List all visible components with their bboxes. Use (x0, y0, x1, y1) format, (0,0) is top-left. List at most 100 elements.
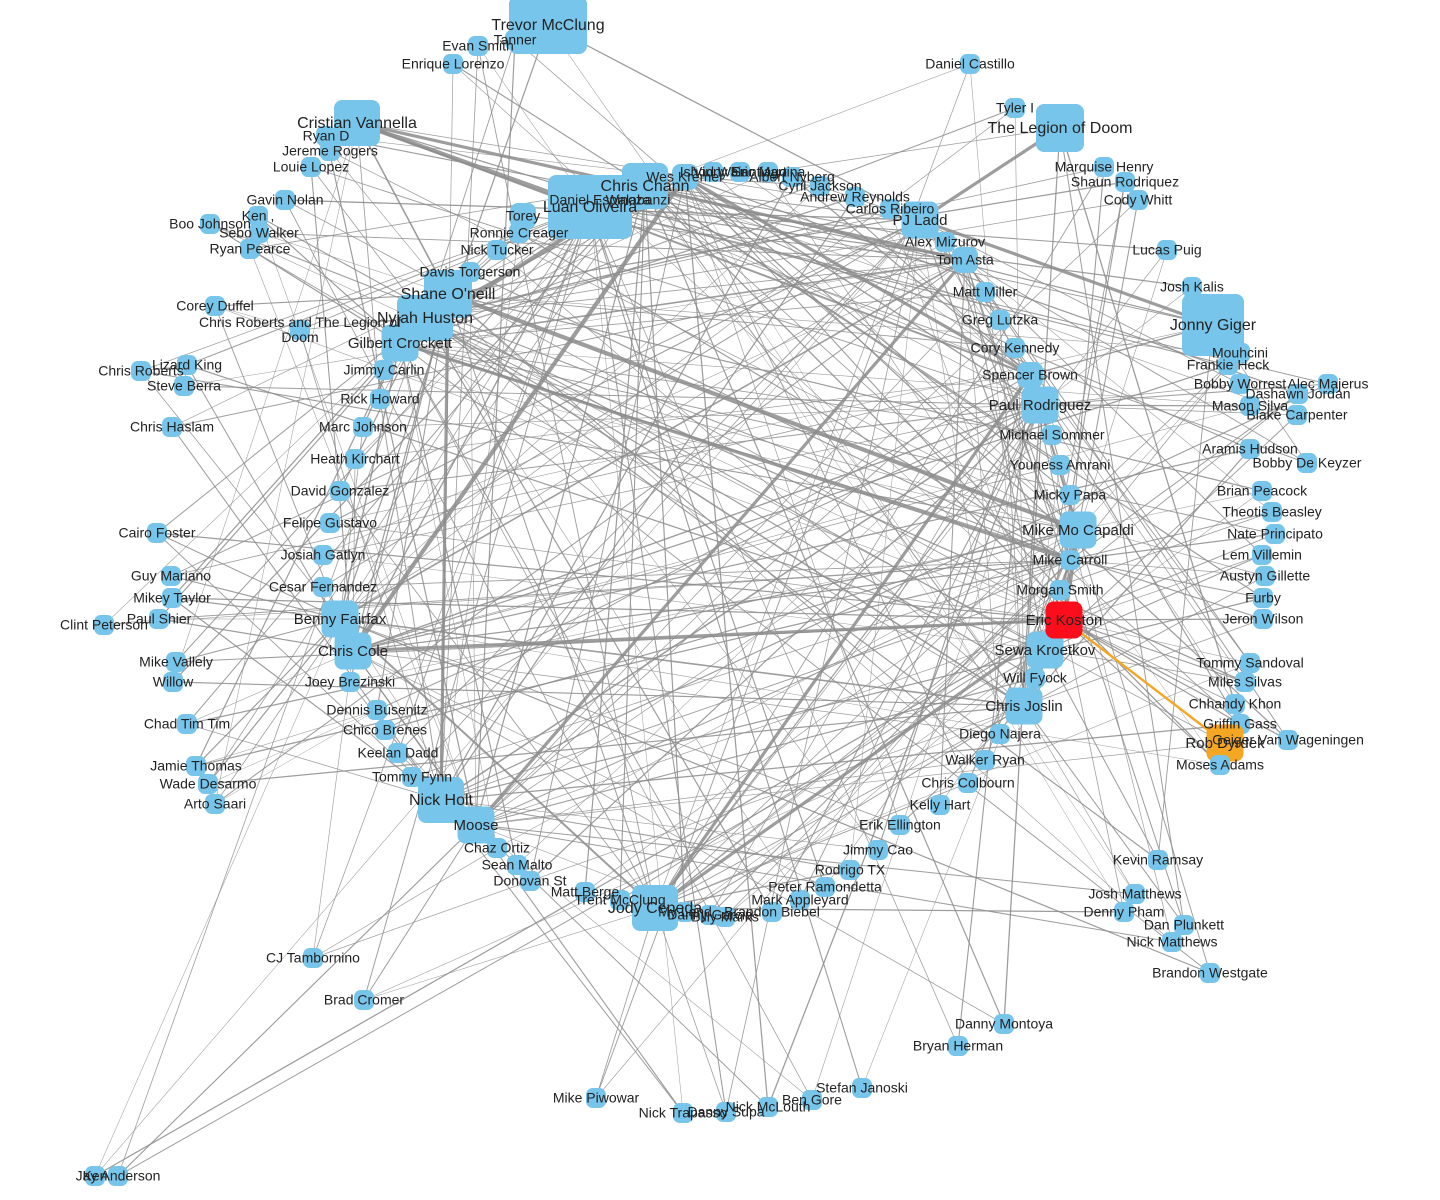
svg-text:Wade Desarmo: Wade Desarmo (160, 776, 257, 792)
svg-text:Miles Silvas: Miles Silvas (1208, 674, 1282, 690)
svg-text:Chris Roberts and The Legion o: Chris Roberts and The Legion of (199, 314, 401, 330)
svg-text:Sewa Kroetkov: Sewa Kroetkov (995, 642, 1096, 659)
svg-text:Jeron Wilson: Jeron Wilson (1223, 611, 1304, 627)
svg-text:Evan Smith: Evan Smith (442, 38, 514, 54)
svg-text:Shane O'neill: Shane O'neill (401, 286, 496, 303)
svg-text:Josiah Gatlyn: Josiah Gatlyn (281, 547, 366, 563)
svg-text:Matt Miller: Matt Miller (953, 284, 1018, 300)
svg-text:Tommy Sandoval: Tommy Sandoval (1196, 655, 1303, 671)
svg-text:Marc Johnson: Marc Johnson (319, 419, 407, 435)
svg-text:Arto Saari: Arto Saari (184, 796, 246, 812)
svg-text:Bobby De Keyzer: Bobby De Keyzer (1253, 455, 1362, 471)
svg-text:Gilbert Crockett: Gilbert Crockett (348, 335, 453, 352)
svg-text:Josh Matthews: Josh Matthews (1088, 886, 1181, 902)
svg-text:Tyler I: Tyler I (996, 100, 1034, 116)
svg-text:Mikey Taylor: Mikey Taylor (133, 590, 211, 606)
svg-text:Ryan Pearce: Ryan Pearce (210, 241, 291, 257)
svg-text:Theotis Beasley: Theotis Beasley (1222, 504, 1322, 520)
svg-text:Tom Asta: Tom Asta (936, 252, 994, 268)
svg-text:Ryan D: Ryan D (303, 128, 350, 144)
svg-text:CJ Tambornino: CJ Tambornino (266, 950, 360, 966)
svg-text:Brian Peacock: Brian Peacock (1217, 483, 1308, 499)
svg-text:Corey Duffel: Corey Duffel (176, 298, 254, 314)
svg-text:Nick Matthews: Nick Matthews (1126, 934, 1217, 950)
svg-text:Furby: Furby (1245, 590, 1281, 606)
svg-text:Danny Montoya: Danny Montoya (955, 1016, 1053, 1032)
svg-text:Clint Peterson: Clint Peterson (60, 617, 148, 633)
svg-text:Davis Torgerson: Davis Torgerson (420, 264, 521, 280)
svg-text:Mike Carroll: Mike Carroll (1033, 552, 1108, 568)
svg-text:Will Fyock: Will Fyock (1003, 670, 1068, 686)
svg-text:Frankie Heck: Frankie Heck (1187, 357, 1270, 373)
svg-text:Lucas Puig: Lucas Puig (1132, 242, 1201, 258)
svg-text:Louie Lopez: Louie Lopez (273, 159, 349, 175)
svg-text:Tommy Fynn: Tommy Fynn (372, 769, 452, 785)
svg-text:Daniel Espinoza: Daniel Espinoza (549, 192, 650, 208)
svg-text:Chico Brenes: Chico Brenes (343, 722, 427, 738)
svg-text:Lem Villemin: Lem Villemin (1222, 547, 1302, 563)
svg-text:Marquise Henry: Marquise Henry (1055, 159, 1154, 175)
svg-text:The Legion of Doom: The Legion of Doom (988, 120, 1133, 137)
svg-text:Kelly Hart: Kelly Hart (910, 797, 971, 813)
svg-text:Chris Haslam: Chris Haslam (130, 419, 214, 435)
svg-text:Geiger Van Wageningen: Geiger Van Wageningen (1212, 732, 1364, 748)
svg-text:Brandon Westgate: Brandon Westgate (1152, 965, 1268, 981)
svg-text:Jimmy Carlin: Jimmy Carlin (344, 362, 425, 378)
svg-text:Lizard King: Lizard King (152, 357, 222, 373)
svg-text:David Gonzalez: David Gonzalez (291, 483, 390, 499)
svg-text:Michael Sommer: Michael Sommer (999, 427, 1104, 443)
svg-text:Doom: Doom (281, 329, 318, 345)
svg-text:Jay Anderson: Jay Anderson (76, 1168, 161, 1184)
svg-text:Jimmy Cao: Jimmy Cao (843, 842, 913, 858)
svg-text:Joey Brezinski: Joey Brezinski (305, 674, 395, 690)
svg-text:Paul Rodriguez: Paul Rodriguez (989, 397, 1092, 414)
svg-text:Diego Najera: Diego Najera (959, 726, 1041, 742)
svg-text:Steve Berra: Steve Berra (147, 378, 221, 394)
svg-text:Sean Malto: Sean Malto (482, 857, 553, 873)
svg-text:Nick Trapasso: Nick Trapasso (639, 1105, 728, 1121)
svg-text:Griffin Gass: Griffin Gass (1203, 716, 1277, 732)
svg-text:Chhandy Khon: Chhandy Khon (1189, 696, 1282, 712)
svg-text:Chris Cole: Chris Cole (318, 643, 388, 660)
svg-text:Bryan Herman: Bryan Herman (913, 1038, 1003, 1054)
svg-text:Dennis Busenitz: Dennis Busenitz (326, 702, 427, 718)
svg-text:Blake Carpenter: Blake Carpenter (1246, 407, 1348, 423)
svg-text:Gavin Nolan: Gavin Nolan (246, 192, 323, 208)
svg-text:Mike Vallely: Mike Vallely (139, 654, 213, 670)
svg-text:Nyjah Huston: Nyjah Huston (377, 310, 473, 327)
svg-text:Nick Holt: Nick Holt (409, 792, 474, 809)
svg-text:Cory Kennedy: Cory Kennedy (971, 340, 1060, 356)
svg-text:Daniel Castillo: Daniel Castillo (925, 56, 1015, 72)
svg-text:Enrique Lorenzo: Enrique Lorenzo (402, 56, 505, 72)
svg-text:Youness Amrani: Youness Amrani (1010, 457, 1111, 473)
svg-text:Jonny Giger: Jonny Giger (1170, 317, 1257, 334)
svg-text:Walker Ryan: Walker Ryan (945, 752, 1025, 768)
svg-text:Keelan Dadd: Keelan Dadd (358, 745, 439, 761)
svg-text:Micky Papa: Micky Papa (1034, 487, 1107, 503)
svg-text:Erik Ellington: Erik Ellington (859, 817, 941, 833)
svg-text:Josh Kalis: Josh Kalis (1160, 279, 1224, 295)
svg-text:Ronnie Creager: Ronnie Creager (470, 225, 569, 241)
svg-text:Chris Colbourn: Chris Colbourn (921, 775, 1014, 791)
svg-text:Morgan Smith: Morgan Smith (1016, 582, 1103, 598)
svg-text:Moose: Moose (453, 817, 498, 834)
svg-text:Brad Cromer: Brad Cromer (324, 992, 404, 1008)
svg-text:Nate Principato: Nate Principato (1227, 526, 1323, 542)
svg-text:Shaun Rodriquez: Shaun Rodriquez (1071, 174, 1179, 190)
svg-text:Cody Whitt: Cody Whitt (1104, 192, 1173, 208)
svg-text:Greg Lutzka: Greg Lutzka (962, 312, 1038, 328)
svg-text:Ken ,: Ken , (242, 208, 275, 224)
svg-text:Alex Mizurov: Alex Mizurov (905, 234, 985, 250)
svg-text:Moses Adams: Moses Adams (1176, 757, 1264, 773)
svg-text:Chaz Ortiz: Chaz Ortiz (464, 840, 530, 856)
svg-text:Chris Joslin: Chris Joslin (985, 698, 1063, 715)
svg-text:Alec Majerus: Alec Majerus (1288, 376, 1369, 392)
svg-text:Rick Howard: Rick Howard (340, 391, 419, 407)
svg-text:Chad Tim Tim: Chad Tim Tim (144, 716, 230, 732)
svg-text:Willow: Willow (153, 674, 194, 690)
svg-text:Rodrigo TX: Rodrigo TX (815, 862, 886, 878)
svg-text:Dan Plunkett: Dan Plunkett (1144, 917, 1224, 933)
svg-text:Spencer Brown: Spencer Brown (982, 367, 1078, 383)
svg-text:Austyn Gillette: Austyn Gillette (1220, 568, 1310, 584)
svg-text:Cairo Foster: Cairo Foster (118, 525, 195, 541)
